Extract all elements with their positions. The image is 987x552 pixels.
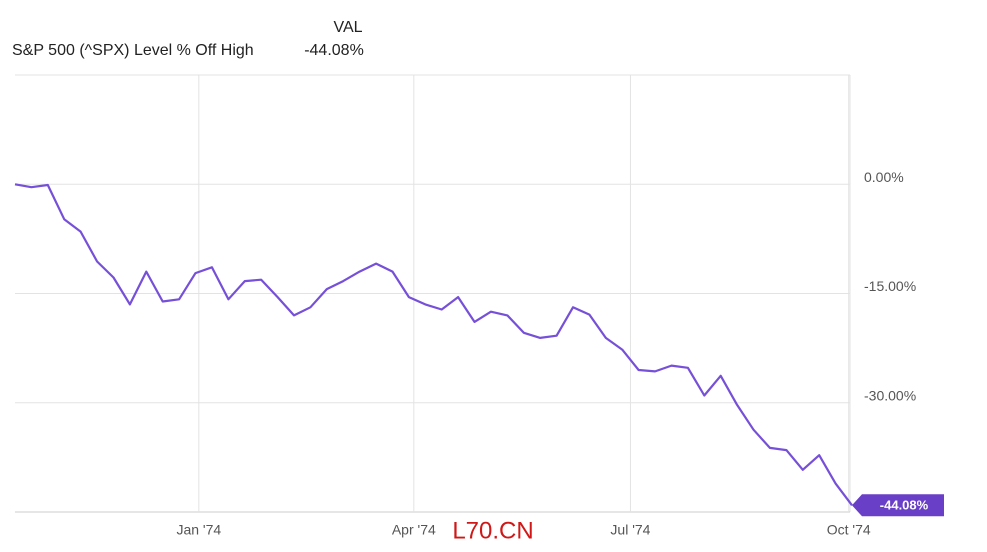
x-tick-label: Oct '74 (827, 522, 871, 538)
legend-value: -44.08% (304, 42, 364, 59)
x-tick-label: Jan '74 (176, 522, 221, 538)
y-tick-label: -15.00% (864, 278, 916, 294)
x-tick-label: Apr '74 (392, 522, 436, 538)
legend-series-name: S&P 500 (^SPX) Level % Off High (12, 42, 254, 59)
latest-tag (852, 494, 944, 517)
latest-tag-label: -44.08% (880, 498, 929, 513)
y-tick-label: -30.00% (864, 387, 916, 403)
y-tick-label: 0.00% (864, 169, 904, 185)
legend-header: VAL (333, 19, 362, 36)
watermark: L70.CN (452, 517, 533, 544)
line-series (14, 183, 853, 506)
x-tick-label: Jul '74 (610, 522, 650, 538)
